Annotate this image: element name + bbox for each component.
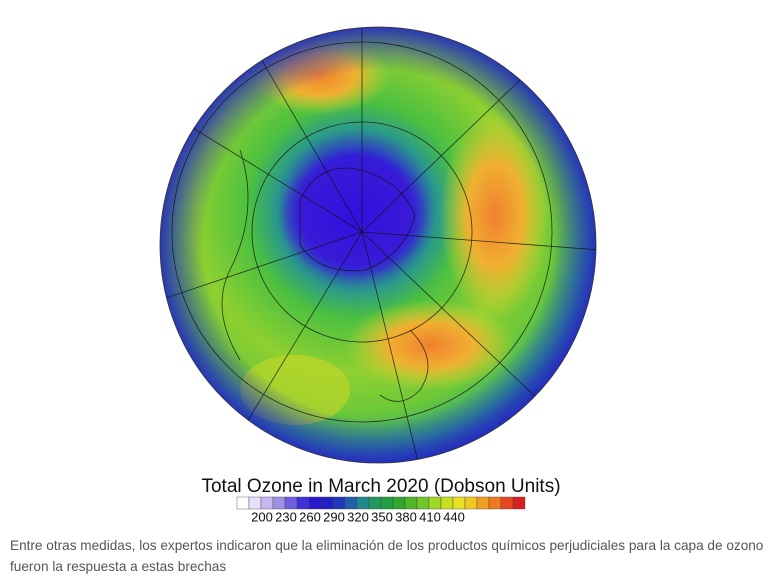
colorbar-cell <box>464 496 478 510</box>
colorbar-cell <box>416 496 430 510</box>
colorbar-cell <box>476 496 490 510</box>
colorbar-tick-label: 410 <box>419 509 441 524</box>
colorbar-cell <box>380 496 394 510</box>
colorbar-cell <box>440 496 454 510</box>
colorbar-cell <box>404 496 418 510</box>
colorbar-cell <box>248 496 262 510</box>
colorbar-cell <box>284 496 298 510</box>
colorbar-cell <box>356 496 370 510</box>
colorbar-cell <box>296 496 310 510</box>
figure: Total Ozone in March 2020 (Dobson Units)… <box>159 26 597 524</box>
colorbar-tick-label: 200 <box>251 509 273 524</box>
colorbar-cell <box>236 496 250 510</box>
colorbar-cell <box>428 496 442 510</box>
colorbar-tick-label: 380 <box>395 509 417 524</box>
colorbar-tick-label: 260 <box>299 509 321 524</box>
colorbar-cell <box>332 496 346 510</box>
colorbar-cell <box>308 496 322 510</box>
colorbar-cell <box>500 496 514 510</box>
globe <box>160 27 596 463</box>
colorbar-cell <box>512 496 526 510</box>
colorbar-tick-label: 350 <box>371 509 393 524</box>
colorbar-tick-label: 230 <box>275 509 297 524</box>
colorbar-cell <box>392 496 406 510</box>
colorbar-cell <box>320 496 334 510</box>
colorbar-cell <box>260 496 274 510</box>
colorbar: 200 230 260 290 320 350 380 410 440 <box>236 496 526 524</box>
colorbar-tick-label: 440 <box>443 509 465 524</box>
colorbar-tick-label: 320 <box>347 509 369 524</box>
caption: Entre otras medidas, los expertos indica… <box>10 538 764 574</box>
colorbar-cell <box>344 496 358 510</box>
colorbar-cell <box>368 496 382 510</box>
colorbar-cell <box>452 496 466 510</box>
colorbar-cell <box>488 496 502 510</box>
figure-title: Total Ozone in March 2020 (Dobson Units) <box>201 476 560 497</box>
colorbar-tick-label: 290 <box>323 509 345 524</box>
colorbar-cell <box>272 496 286 510</box>
